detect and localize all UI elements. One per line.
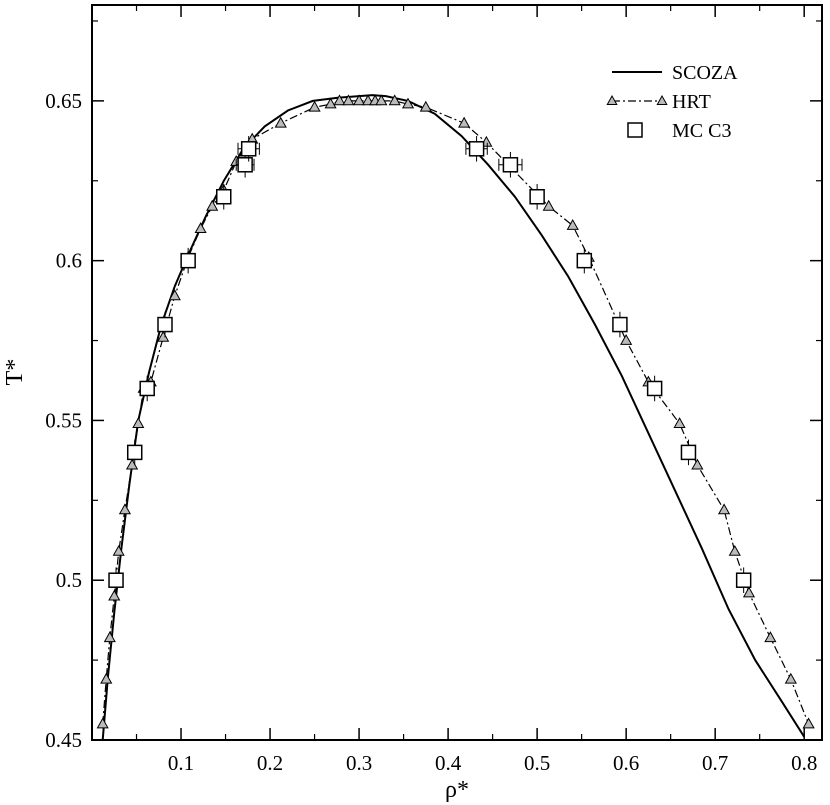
legend-mc-label: MC C3 [672,120,731,142]
hrt-point [401,97,415,109]
hrt-point [324,97,337,109]
hrt-point [96,717,109,729]
mc-point [529,188,545,205]
hrt-point [802,717,815,729]
hrt-point [728,544,741,556]
hrt-point [419,100,432,112]
hrt-point [118,503,132,515]
hrt-point [342,94,355,106]
hrt-point [458,116,471,128]
hrt-point [274,116,287,128]
hrt-point [194,222,207,233]
hrt-point [157,330,170,342]
legend-mc-marker [627,122,643,138]
hrt-point [764,631,777,643]
scoza-layer [101,94,806,741]
mc-point [240,141,257,157]
x-tick-label: 0.7 [702,751,728,775]
legend-scoza-label: SCOZA [672,62,738,84]
hrt-point [620,333,633,345]
legend: SCOZA HRT MC C3 [606,62,738,142]
hrt-point [673,417,686,428]
mc-point [502,157,519,173]
mc-point [468,141,485,157]
ticks-layer [92,5,822,741]
mc-point [680,444,697,461]
hrt-point [103,631,116,643]
x-tick-label: 0.3 [346,751,372,775]
hrt-point [132,417,145,428]
hrt-point [784,672,797,684]
mc-point [126,444,143,461]
x-axis-label: ρ* [445,777,469,803]
hrt-point [691,458,704,470]
hrt-point [333,94,346,106]
x-tick-label: 0.6 [613,751,639,775]
hrt-point [352,94,366,106]
x-tick-label: 0.1 [168,751,194,775]
hrt-point [100,672,113,684]
mc-point [576,252,593,269]
hrt-point [108,589,121,601]
hrt-point [308,100,321,112]
hrt-point [388,94,401,106]
x-tick-label: 0.8 [791,751,817,775]
mc-point [735,572,752,588]
hrt-point [112,544,125,556]
hrt-series-line [102,100,810,725]
y-tick-label: 0.55 [45,408,82,432]
y-tick-label: 0.6 [56,249,82,273]
x-tick-label: 0.2 [257,751,283,775]
mc-point [216,188,232,205]
mc-point [108,572,124,588]
mc-point [180,252,196,269]
mc-point [139,380,155,397]
y-axis-label: T* [2,359,28,386]
plot-frame [91,4,823,741]
legend-hrt-marker [656,94,668,105]
hrt-point [717,503,731,515]
hrt-point [206,199,219,211]
legend-hrt-marker [606,94,618,105]
y-tick-label: 0.65 [45,89,82,113]
hrt-point [361,94,375,106]
mc-point [612,316,628,333]
x-tick-label: 0.5 [524,751,550,775]
legend-hrt-label: HRT [672,91,711,113]
x-tick-label: 0.4 [435,751,462,775]
y-tick-label: 0.45 [45,728,82,752]
hrt-point [566,218,579,230]
scoza-series-line [101,94,806,741]
hrt-point [742,586,756,598]
mc-point [157,316,173,333]
mc-point [646,380,663,397]
hrt-point [168,289,181,301]
tick-label-layer: 0.1 0.2 0.3 0.4 0.5 0.6 0.7 0.8 0.45 0.5 0.55 0.6 0.… [45,89,817,775]
mc-layer [108,136,752,593]
hrt-layer [96,94,815,729]
y-tick-label: 0.5 [56,568,82,592]
mc-point [237,157,253,173]
hrt-point [375,94,388,106]
hrt-point [542,199,555,211]
hrt-point [125,458,139,470]
